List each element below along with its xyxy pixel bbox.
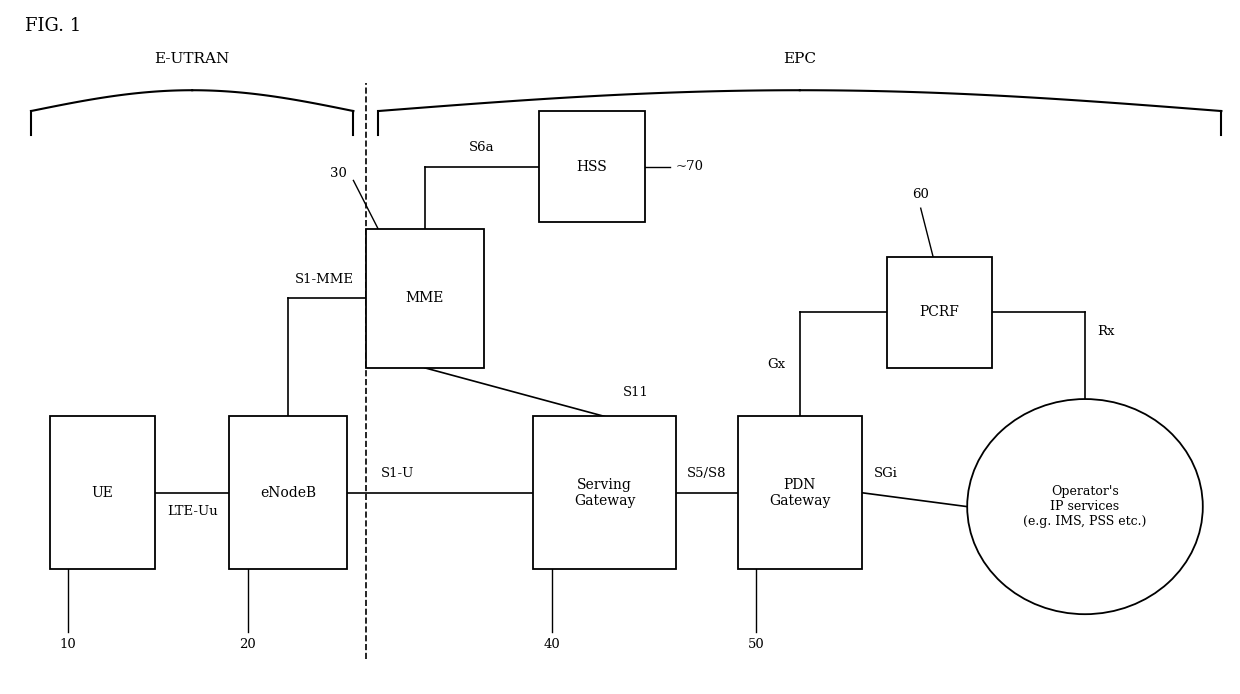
Text: EPC: EPC: [784, 52, 816, 66]
Text: S5/S8: S5/S8: [687, 467, 727, 480]
Text: SGi: SGi: [874, 467, 898, 480]
Text: 10: 10: [60, 638, 77, 652]
Text: Serving
Gateway: Serving Gateway: [574, 477, 635, 508]
Text: FIG. 1: FIG. 1: [25, 17, 81, 35]
Text: eNodeB: eNodeB: [260, 486, 316, 500]
FancyBboxPatch shape: [229, 416, 347, 569]
Text: ~70: ~70: [676, 160, 704, 173]
Text: 50: 50: [748, 638, 765, 652]
Text: PDN
Gateway: PDN Gateway: [769, 477, 831, 508]
Text: LTE-Uu: LTE-Uu: [167, 505, 217, 518]
Text: Gx: Gx: [766, 358, 785, 371]
Text: 30: 30: [330, 167, 347, 180]
FancyBboxPatch shape: [738, 416, 862, 569]
Text: S1-U: S1-U: [381, 467, 414, 480]
Text: UE: UE: [92, 486, 113, 500]
FancyBboxPatch shape: [887, 257, 992, 368]
FancyBboxPatch shape: [539, 111, 645, 222]
Text: MME: MME: [405, 291, 444, 305]
Text: S1-MME: S1-MME: [295, 273, 353, 286]
Text: 40: 40: [543, 638, 560, 652]
Text: 60: 60: [913, 188, 929, 201]
FancyBboxPatch shape: [366, 229, 484, 368]
Text: S6a: S6a: [469, 141, 495, 154]
Text: S11: S11: [622, 386, 649, 398]
Text: E-UTRAN: E-UTRAN: [155, 52, 229, 66]
Text: HSS: HSS: [577, 160, 608, 174]
Text: PCRF: PCRF: [919, 305, 960, 319]
FancyBboxPatch shape: [533, 416, 676, 569]
Text: 20: 20: [239, 638, 257, 652]
Ellipse shape: [967, 399, 1203, 614]
Text: Operator's
IP services
(e.g. IMS, PSS etc.): Operator's IP services (e.g. IMS, PSS et…: [1023, 485, 1147, 528]
FancyBboxPatch shape: [50, 416, 155, 569]
Text: Rx: Rx: [1097, 325, 1115, 338]
